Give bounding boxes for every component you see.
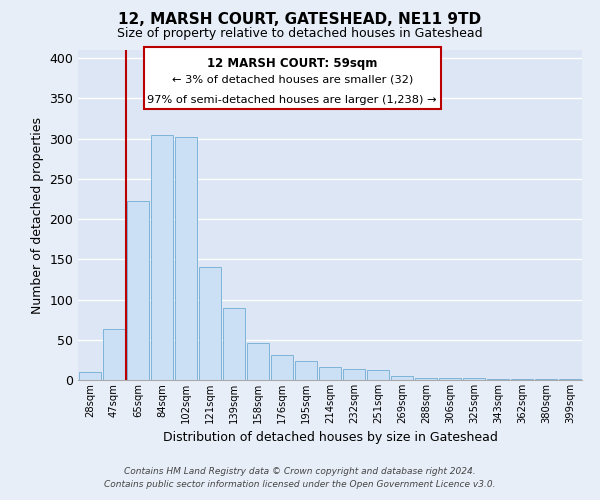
Bar: [79, 372, 101, 380]
Bar: [391, 376, 413, 380]
Bar: [367, 370, 389, 380]
Bar: [271, 355, 293, 380]
Bar: [223, 308, 245, 380]
Text: 97% of semi-detached houses are larger (1,238) →: 97% of semi-detached houses are larger (…: [148, 94, 437, 104]
Bar: [343, 368, 365, 380]
Bar: [535, 379, 557, 380]
Bar: [127, 200, 149, 380]
Bar: [463, 378, 485, 380]
Bar: [319, 367, 341, 380]
Bar: [415, 378, 437, 380]
Bar: [487, 379, 509, 380]
Bar: [175, 137, 197, 380]
Text: 12 MARSH COURT: 59sqm: 12 MARSH COURT: 59sqm: [207, 56, 377, 70]
Bar: [199, 268, 221, 380]
Y-axis label: Number of detached properties: Number of detached properties: [31, 116, 44, 314]
Bar: [247, 343, 269, 380]
Bar: [559, 379, 581, 380]
X-axis label: Distribution of detached houses by size in Gateshead: Distribution of detached houses by size …: [163, 432, 497, 444]
Bar: [439, 378, 461, 380]
Text: Contains HM Land Registry data © Crown copyright and database right 2024.
Contai: Contains HM Land Registry data © Crown c…: [104, 468, 496, 489]
Bar: [295, 362, 317, 380]
Bar: [511, 379, 533, 380]
Text: 12, MARSH COURT, GATESHEAD, NE11 9TD: 12, MARSH COURT, GATESHEAD, NE11 9TD: [118, 12, 482, 28]
Bar: [103, 330, 125, 380]
Text: Size of property relative to detached houses in Gateshead: Size of property relative to detached ho…: [117, 28, 483, 40]
Text: ← 3% of detached houses are smaller (32): ← 3% of detached houses are smaller (32): [172, 74, 413, 85]
FancyBboxPatch shape: [143, 46, 441, 110]
Bar: [151, 134, 173, 380]
